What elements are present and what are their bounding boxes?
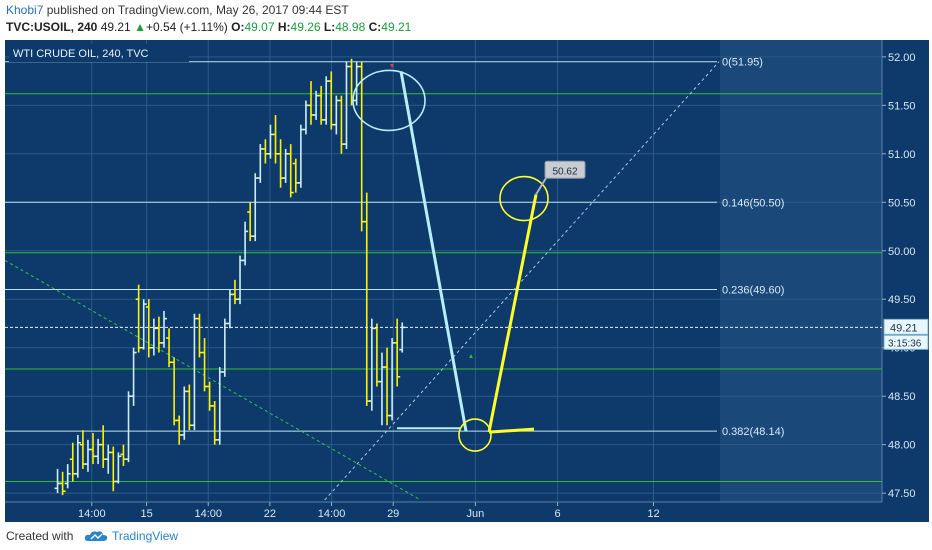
fib-level-label: 0.146(50.50) bbox=[722, 197, 784, 209]
high-label: H: bbox=[277, 20, 291, 34]
price-tick-label: 50.50 bbox=[888, 197, 916, 209]
published-text: published on TradingView.com, May 26, 20… bbox=[46, 3, 349, 17]
close-value: 49.21 bbox=[381, 20, 412, 34]
last-price-badge bbox=[883, 318, 929, 335]
future-area bbox=[720, 40, 882, 502]
up-triangle-icon: ▲ bbox=[134, 20, 146, 34]
fib-level-label: 0.236(49.60) bbox=[722, 285, 784, 297]
low-value: 48.98 bbox=[335, 20, 366, 34]
ohlc-bar bbox=[140, 299, 147, 350]
symbol-label: TVC:USOIL, 240 bbox=[6, 20, 98, 34]
close-label: C: bbox=[368, 20, 382, 34]
time-tick-label: 14:00 bbox=[318, 508, 346, 520]
price-tick-label: 48.00 bbox=[888, 440, 916, 452]
price-tick-label: 48.50 bbox=[888, 391, 916, 403]
time-tick-label: 15 bbox=[140, 508, 152, 520]
projection-line-annotation bbox=[487, 194, 538, 433]
low-label: L: bbox=[323, 20, 336, 34]
target-circle-annotation bbox=[499, 175, 549, 222]
tradingview-link[interactable]: TradingView bbox=[112, 529, 179, 543]
price-tick-label: 50.00 bbox=[888, 246, 916, 258]
publish-header: Khobi7 published on TradingView.com, May… bbox=[0, 0, 932, 38]
ohlc-bar bbox=[130, 347, 137, 406]
fib-level-label: 0.382(48.14) bbox=[722, 426, 784, 438]
ohlc-bar bbox=[59, 471, 66, 496]
high-marker-icon bbox=[390, 64, 394, 68]
target-callout-label: 50.62 bbox=[552, 166, 577, 177]
ohlc-bar bbox=[64, 464, 71, 489]
price-axis-background bbox=[882, 40, 929, 522]
decline-line-annotation bbox=[399, 71, 468, 432]
price-tick-label: 51.00 bbox=[888, 149, 916, 161]
target-callout-box bbox=[544, 160, 586, 179]
bottom-circle-annotation bbox=[458, 418, 492, 452]
price-tick-label: 52.00 bbox=[888, 52, 916, 64]
up-arrow-marker-icon bbox=[469, 354, 473, 358]
green-dashed-trend-line bbox=[5, 260, 421, 501]
time-tick-label: Jun bbox=[467, 508, 485, 520]
ohlc-bar bbox=[287, 144, 294, 198]
time-tick-label: 14:00 bbox=[194, 508, 222, 520]
footer: Created with TradingView bbox=[0, 522, 932, 550]
author-link[interactable]: Khobi7 bbox=[6, 3, 44, 17]
price-chart[interactable]: 47.5048.0048.5049.0049.5050.0050.5051.00… bbox=[5, 40, 929, 522]
price-tick-label: 47.50 bbox=[888, 488, 916, 500]
ohlc-bar bbox=[115, 452, 122, 484]
top-circle-annotation bbox=[352, 69, 426, 132]
ohlc-bar bbox=[160, 310, 167, 348]
countdown-label: 3:15:36 bbox=[888, 338, 922, 349]
last-price: 49.21 bbox=[100, 20, 131, 34]
fib-trend-dashed-line bbox=[324, 61, 720, 501]
time-tick-label: 6 bbox=[555, 508, 561, 520]
ohlc-bar bbox=[74, 434, 81, 478]
time-tick-label: 12 bbox=[647, 508, 659, 520]
created-with-text: Created with bbox=[6, 529, 74, 543]
chart-title-bg bbox=[9, 44, 189, 62]
price-change: +0.54 (+1.11%) bbox=[145, 20, 228, 34]
ohlc-bar bbox=[394, 318, 401, 387]
open-value: 49.07 bbox=[244, 20, 275, 34]
time-tick-label: 22 bbox=[264, 508, 276, 520]
publish-line: Khobi7 published on TradingView.com, May… bbox=[6, 3, 349, 17]
countdown-badge bbox=[883, 334, 929, 350]
bottom-yellow-hline bbox=[488, 427, 535, 434]
last-price-label: 49.21 bbox=[890, 322, 918, 334]
time-tick-label: 29 bbox=[387, 508, 399, 520]
high-value: 49.26 bbox=[290, 20, 321, 34]
time-axis-background bbox=[5, 502, 882, 522]
fib-level-label: 0(51.95) bbox=[722, 57, 763, 69]
tradingview-cloud-icon bbox=[84, 531, 108, 541]
price-tick-label: 49.50 bbox=[888, 294, 916, 306]
open-label: O: bbox=[231, 20, 245, 34]
ohlc-bar bbox=[242, 221, 249, 266]
chart-title: WTI CRUDE OIL, 240, TVC bbox=[13, 48, 149, 60]
price-tick-label: 51.50 bbox=[888, 100, 916, 112]
time-tick-label: 14:00 bbox=[78, 508, 106, 520]
ohlc-line: TVC:USOIL, 240 49.21 ▲+0.54 (+1.11%) O:4… bbox=[6, 20, 411, 34]
